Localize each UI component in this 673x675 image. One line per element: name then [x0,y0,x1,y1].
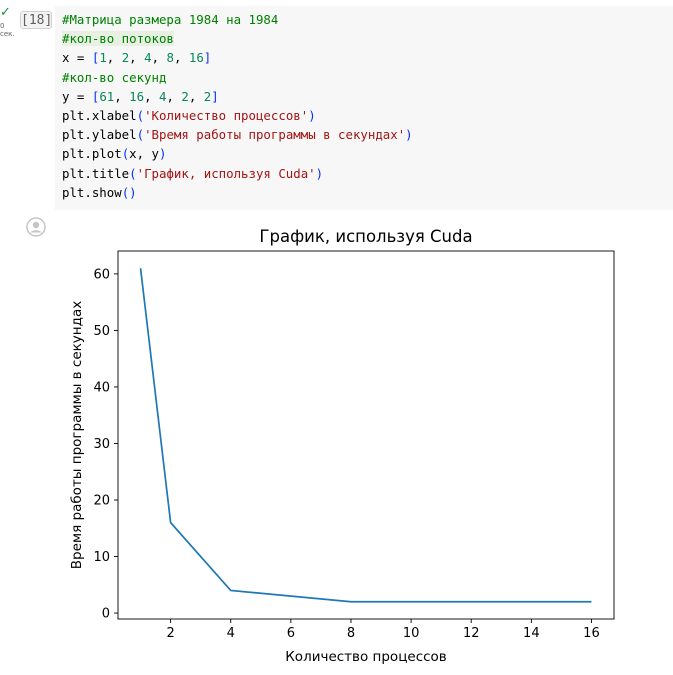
code-token: , [144,88,159,104]
x-tick-label: 4 [227,626,235,641]
y-tick-label: 10 [93,550,110,565]
code-token: () [121,184,137,200]
code-token: plt.plot [62,146,122,162]
code-cell-editor[interactable]: #Матрица размера 1984 на 1984 #кол-во пот… [55,6,673,210]
code-token: ) [315,165,324,181]
code-token: plt.xlabel [62,107,137,123]
code-token: ( [129,165,137,181]
code-token: x, y [129,146,159,162]
code-line[interactable]: plt.show() [62,183,413,202]
chart-title: График, используя Cuda [259,227,472,246]
code-token: [ [91,50,100,66]
x-tick-label: 8 [347,626,355,641]
code-token: plt.ylabel [62,127,137,143]
x-tick-label: 16 [583,626,600,641]
code-line[interactable]: #Матрица размера 1984 на 1984 [62,10,413,29]
user-avatar-icon [26,217,46,237]
code-token: , [151,50,167,66]
y-tick-label: 40 [93,380,110,395]
code-token: , [188,88,204,104]
execution-time: 0 сек. [0,22,15,38]
code-token: , [166,88,182,104]
code-token: 4 [144,50,152,66]
y-axis-label: Время работы программы в секундах [69,301,85,569]
x-tick-label: 14 [523,626,540,641]
x-tick-label: 2 [166,626,174,641]
code-token: ] [203,50,212,66]
code-line[interactable]: plt.xlabel('Количество процессов') [62,106,413,125]
code-token: ( [121,146,130,162]
cell-gutter: ✓ 0 сек. [0,0,18,60]
code-token: ) [405,127,413,143]
code-token: 'График, используя Cuda' [136,165,316,181]
code-token: x = [62,50,92,66]
code-token: ( [136,127,145,143]
code-token: 4 [159,88,167,104]
x-tick-label: 6 [287,626,295,641]
code-token: plt.show [62,184,122,200]
code-line[interactable]: plt.plot(x, y) [62,144,413,163]
plot-area [117,250,615,620]
code-token: 2 [203,88,212,104]
code-editor[interactable]: #Матрица размера 1984 на 1984 #кол-во пот… [62,10,413,202]
code-token: , [114,88,130,104]
x-tick-label: 12 [463,626,480,641]
code-token: 61 [99,88,115,104]
code-token: y = [62,88,92,104]
code-token: #кол-во потоков [62,31,174,47]
code-token: 16 [188,50,204,66]
code-token: 1 [99,50,107,66]
x-axis-label: Количество процессов [285,649,447,665]
x-tick-label: 10 [403,626,420,641]
code-token: ] [211,88,219,104]
code-token: 'Время работы программы в секундах' [144,127,406,143]
y-axis: 0 10 20 30 40 50 60 [93,267,118,622]
line-chart: График, используя Cuda 2 4 6 8 10 12 14 16 0102… [69,227,615,665]
code-line[interactable]: x = [1, 2, 4, 8, 16] [62,48,413,67]
y-tick-label: 50 [93,324,110,339]
x-axis: 2 4 6 8 10 12 14 16 [166,619,600,641]
code-token: , [129,50,145,66]
code-token: [ [91,88,100,104]
code-token: , [106,50,122,66]
code-token: plt.title [62,165,130,181]
code-token: , [173,50,189,66]
code-line[interactable]: plt.ylabel('Время работы программы в сек… [62,125,413,144]
y-tick-label: 20 [93,494,110,509]
code-token: ( [136,107,145,123]
code-line[interactable]: y = [61, 16, 4, 2, 2] [62,87,413,106]
code-line[interactable]: #кол-во секунд [62,68,413,87]
code-token: 16 [129,88,145,104]
code-token: 2 [181,88,189,104]
code-line[interactable]: plt.title('График, используя Cuda') [62,164,413,183]
y-tick-label: 30 [93,437,110,452]
code-line[interactable]: #кол-во потоков [62,29,413,48]
check-icon: ✓ [0,5,11,20]
code-token: #Матрица размера 1984 на 1984 [62,12,279,27]
execution-count[interactable]: [18] [20,11,53,29]
code-token: 'Количество процессов' [144,107,309,123]
series-points [140,268,592,602]
y-tick-label: 0 [102,607,110,622]
code-token: #кол-во секунд [62,69,167,85]
y-tick-label: 60 [93,267,110,282]
code-token: ) [159,146,167,162]
code-token: 8 [166,50,174,66]
code-token: ) [308,107,316,123]
code-token: 2 [121,50,130,66]
